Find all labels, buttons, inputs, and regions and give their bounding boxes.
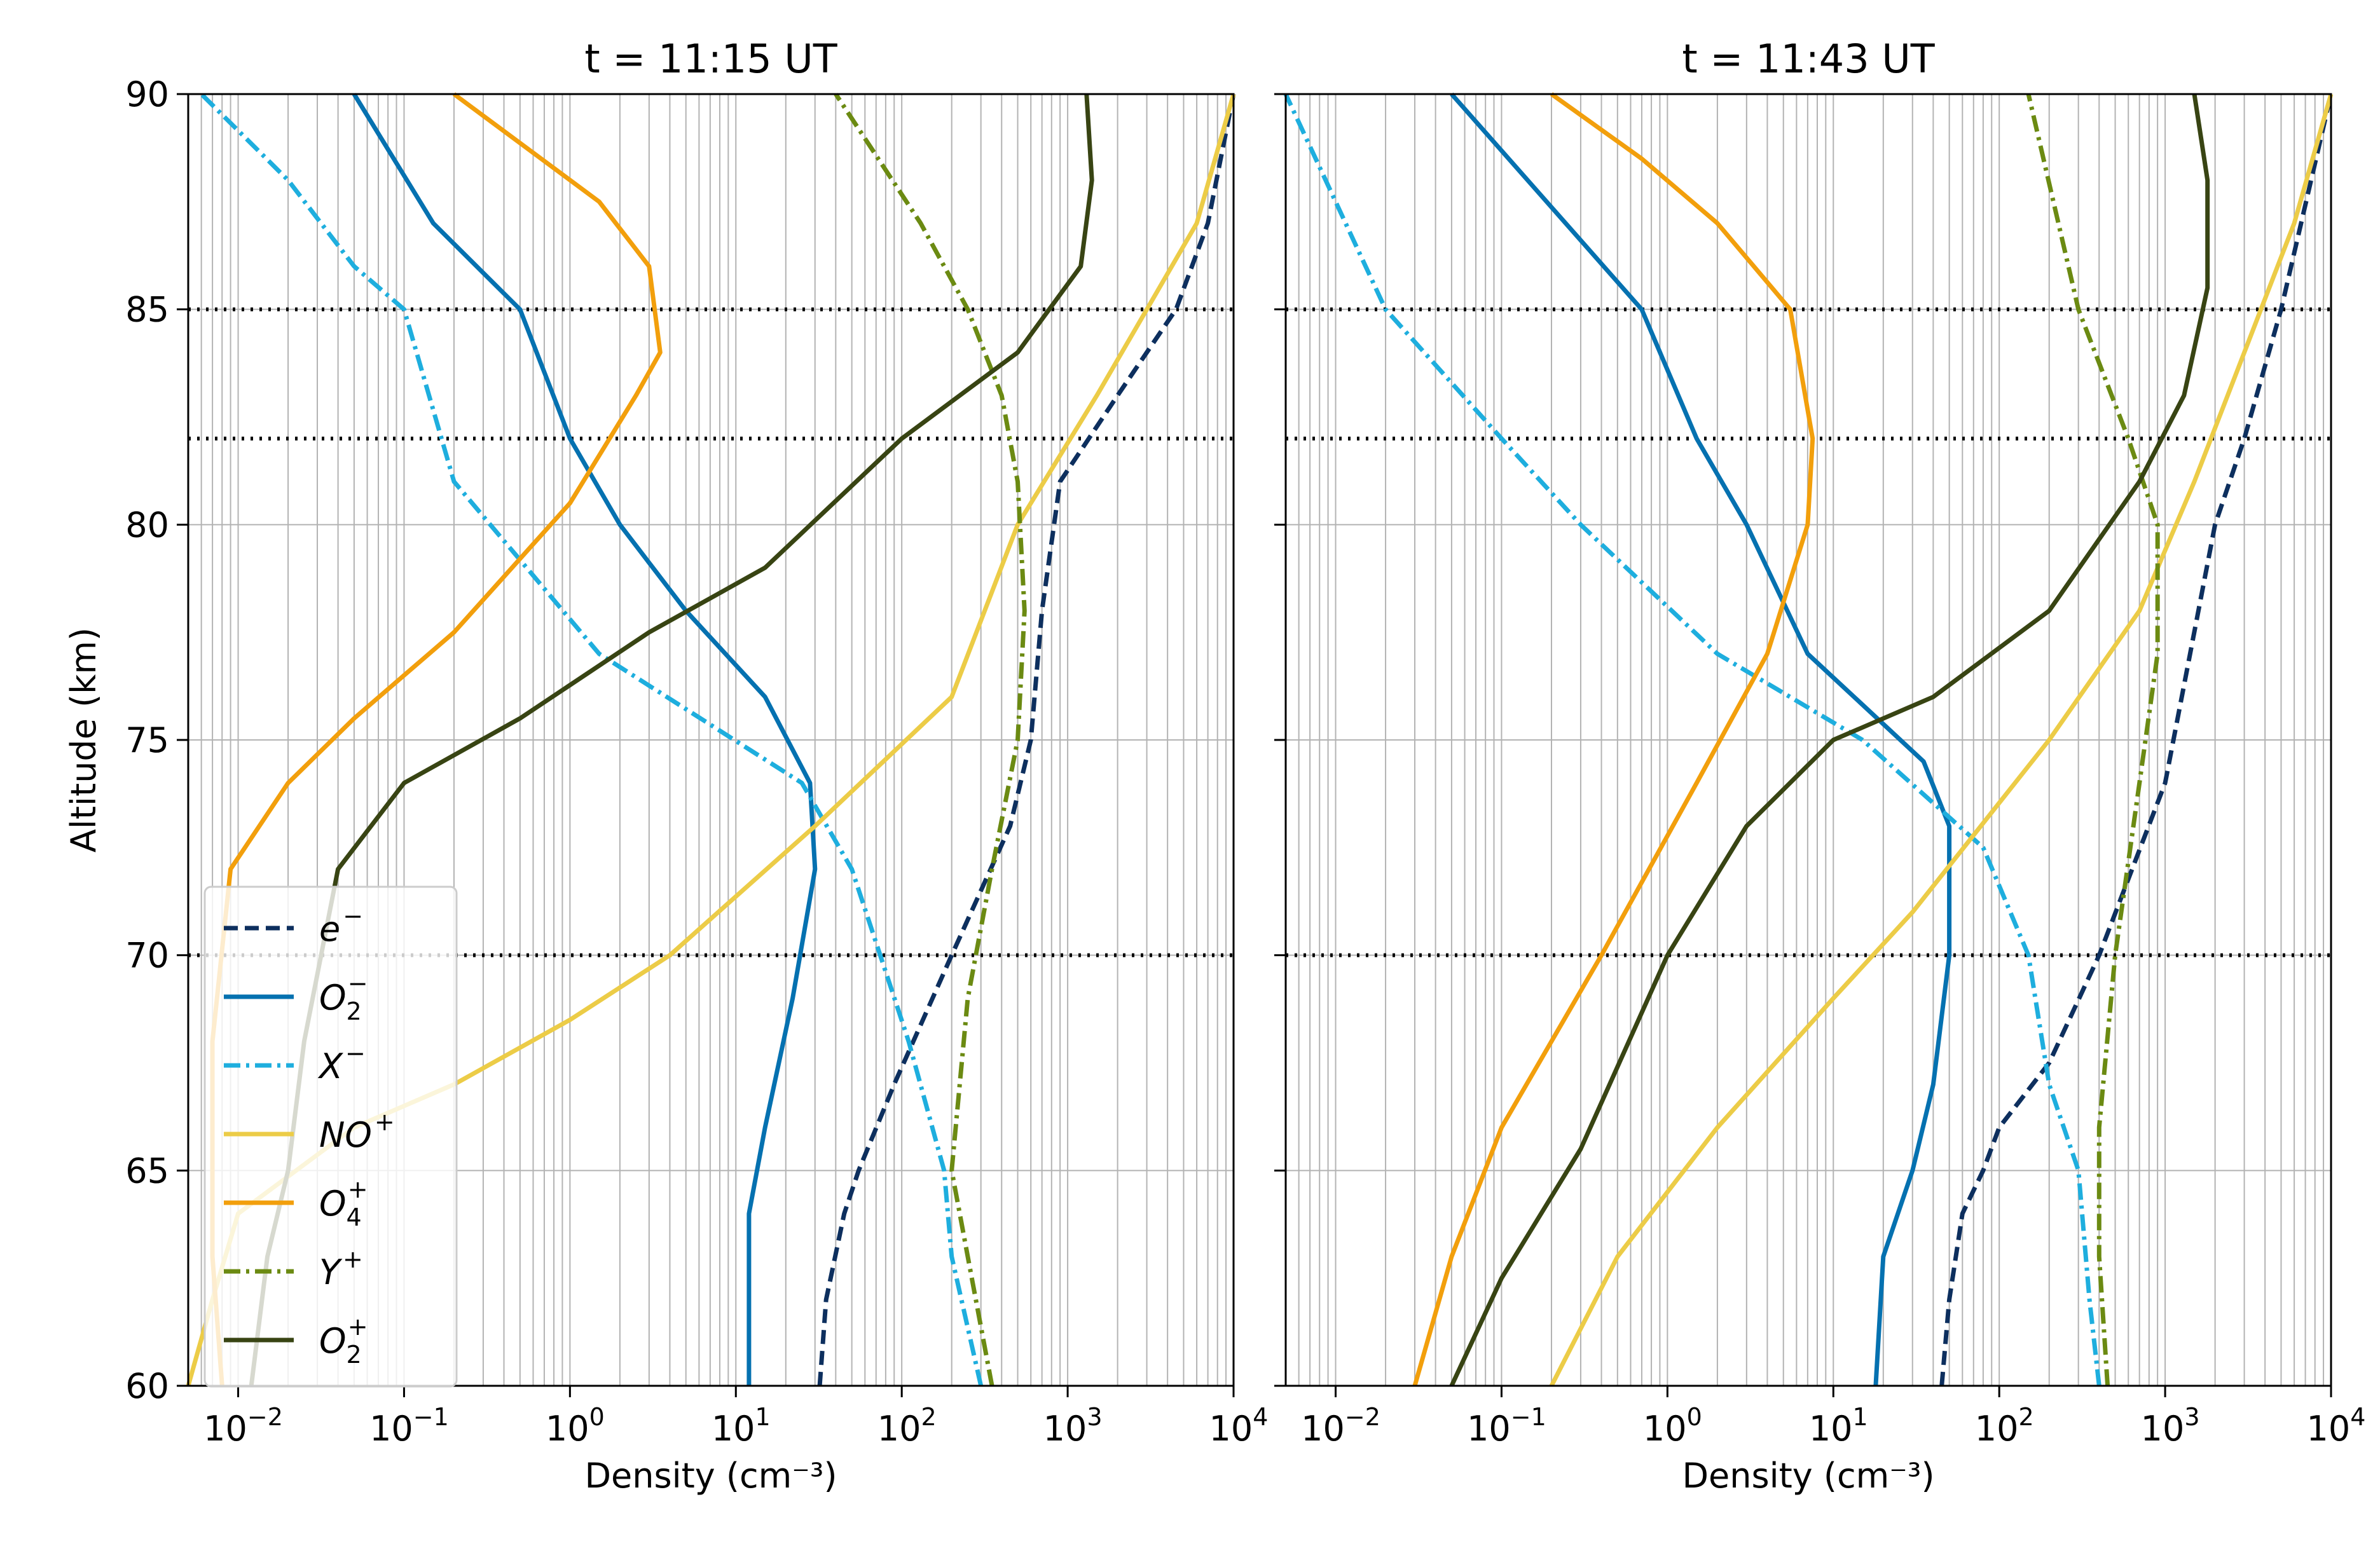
- legend-label-Yp: Y +: [319, 1245, 363, 1292]
- series-line-O2p: [1449, 93, 2210, 1387]
- x-tick-label: 10−1: [1467, 1403, 1546, 1449]
- x-tick-label: 103: [1043, 1403, 1103, 1449]
- y-tick-label: 90: [125, 74, 169, 114]
- legend-label-Xm: X −: [317, 1039, 366, 1086]
- plot-right: 10−2 10−1 100 101 102 103 104 t = 11:43 UT Den…: [1274, 36, 2365, 1496]
- x-tick-label: 101: [1809, 1403, 1868, 1449]
- y-axis-label: Altitude (km): [64, 627, 104, 852]
- y-tick-label: 75: [125, 720, 169, 760]
- x-axis-label-right: Density (cm⁻³): [1682, 1456, 1934, 1496]
- series-line-e: [1939, 93, 2334, 1386]
- x-axis-label-left: Density (cm⁻³): [584, 1456, 837, 1496]
- series-line-e: [817, 93, 1236, 1386]
- series-right: [1283, 92, 2334, 1387]
- series-line-O4p: [1412, 92, 1815, 1386]
- series-line-Yp: [2026, 93, 2160, 1386]
- ticks-right: 10−2 10−1 100 101 102 103 104: [1274, 93, 2366, 1449]
- x-tick-label: 103: [2141, 1403, 2200, 1449]
- chart-title-right: t = 11:43 UT: [1682, 36, 1935, 82]
- legend-label-O2m: O2−: [319, 969, 368, 1025]
- series-line-Xm: [200, 92, 984, 1386]
- series-line-O2m: [352, 93, 818, 1386]
- legend-box: [203, 886, 458, 1388]
- legend-label-e: e −: [319, 902, 363, 949]
- y-tick-label: 80: [125, 505, 169, 545]
- legend-label-O2p: O2+: [319, 1313, 368, 1369]
- series-line-O2m: [1450, 92, 1952, 1386]
- x-tick-label: 10−1: [369, 1403, 449, 1449]
- y-tick-label: 60: [125, 1366, 169, 1406]
- chart-title-left: t = 11:15 UT: [584, 36, 837, 82]
- ticks-left: 10−2 10−1 100 101 102 103 104 60 65 70 75 80 85 90: [125, 74, 1268, 1449]
- y-tick-label: 70: [125, 936, 169, 976]
- grid-right: [1285, 93, 2332, 1386]
- y-tick-label: 85: [125, 290, 169, 330]
- x-tick-label: 102: [877, 1403, 937, 1449]
- y-tick-label: 65: [125, 1151, 169, 1191]
- x-tick-label: 104: [1209, 1403, 1269, 1449]
- series-line-Yp: [834, 93, 1027, 1386]
- x-tick-label: 100: [546, 1403, 605, 1449]
- x-tick-label: 10−2: [203, 1403, 283, 1449]
- series-left: [186, 92, 1236, 1386]
- legend-label-NOp: NO +: [319, 1108, 395, 1155]
- plot-left: 10−2 10−1 100 101 102 103 104 60 65 70 75 80 85 90 t …: [64, 36, 1268, 1496]
- legend-label-O4p: O4+: [319, 1175, 368, 1231]
- x-tick-label: 100: [1643, 1403, 1702, 1449]
- x-tick-label: 102: [1975, 1403, 2034, 1449]
- legend: e − O2− X − NO + O4+ Y + O2+: [203, 886, 458, 1388]
- series-line-NOp: [1549, 93, 2334, 1387]
- x-tick-label: 10−2: [1301, 1403, 1380, 1449]
- x-tick-label: 104: [2307, 1403, 2366, 1449]
- series-line-Xm: [1283, 93, 2101, 1386]
- x-tick-label: 101: [712, 1403, 771, 1449]
